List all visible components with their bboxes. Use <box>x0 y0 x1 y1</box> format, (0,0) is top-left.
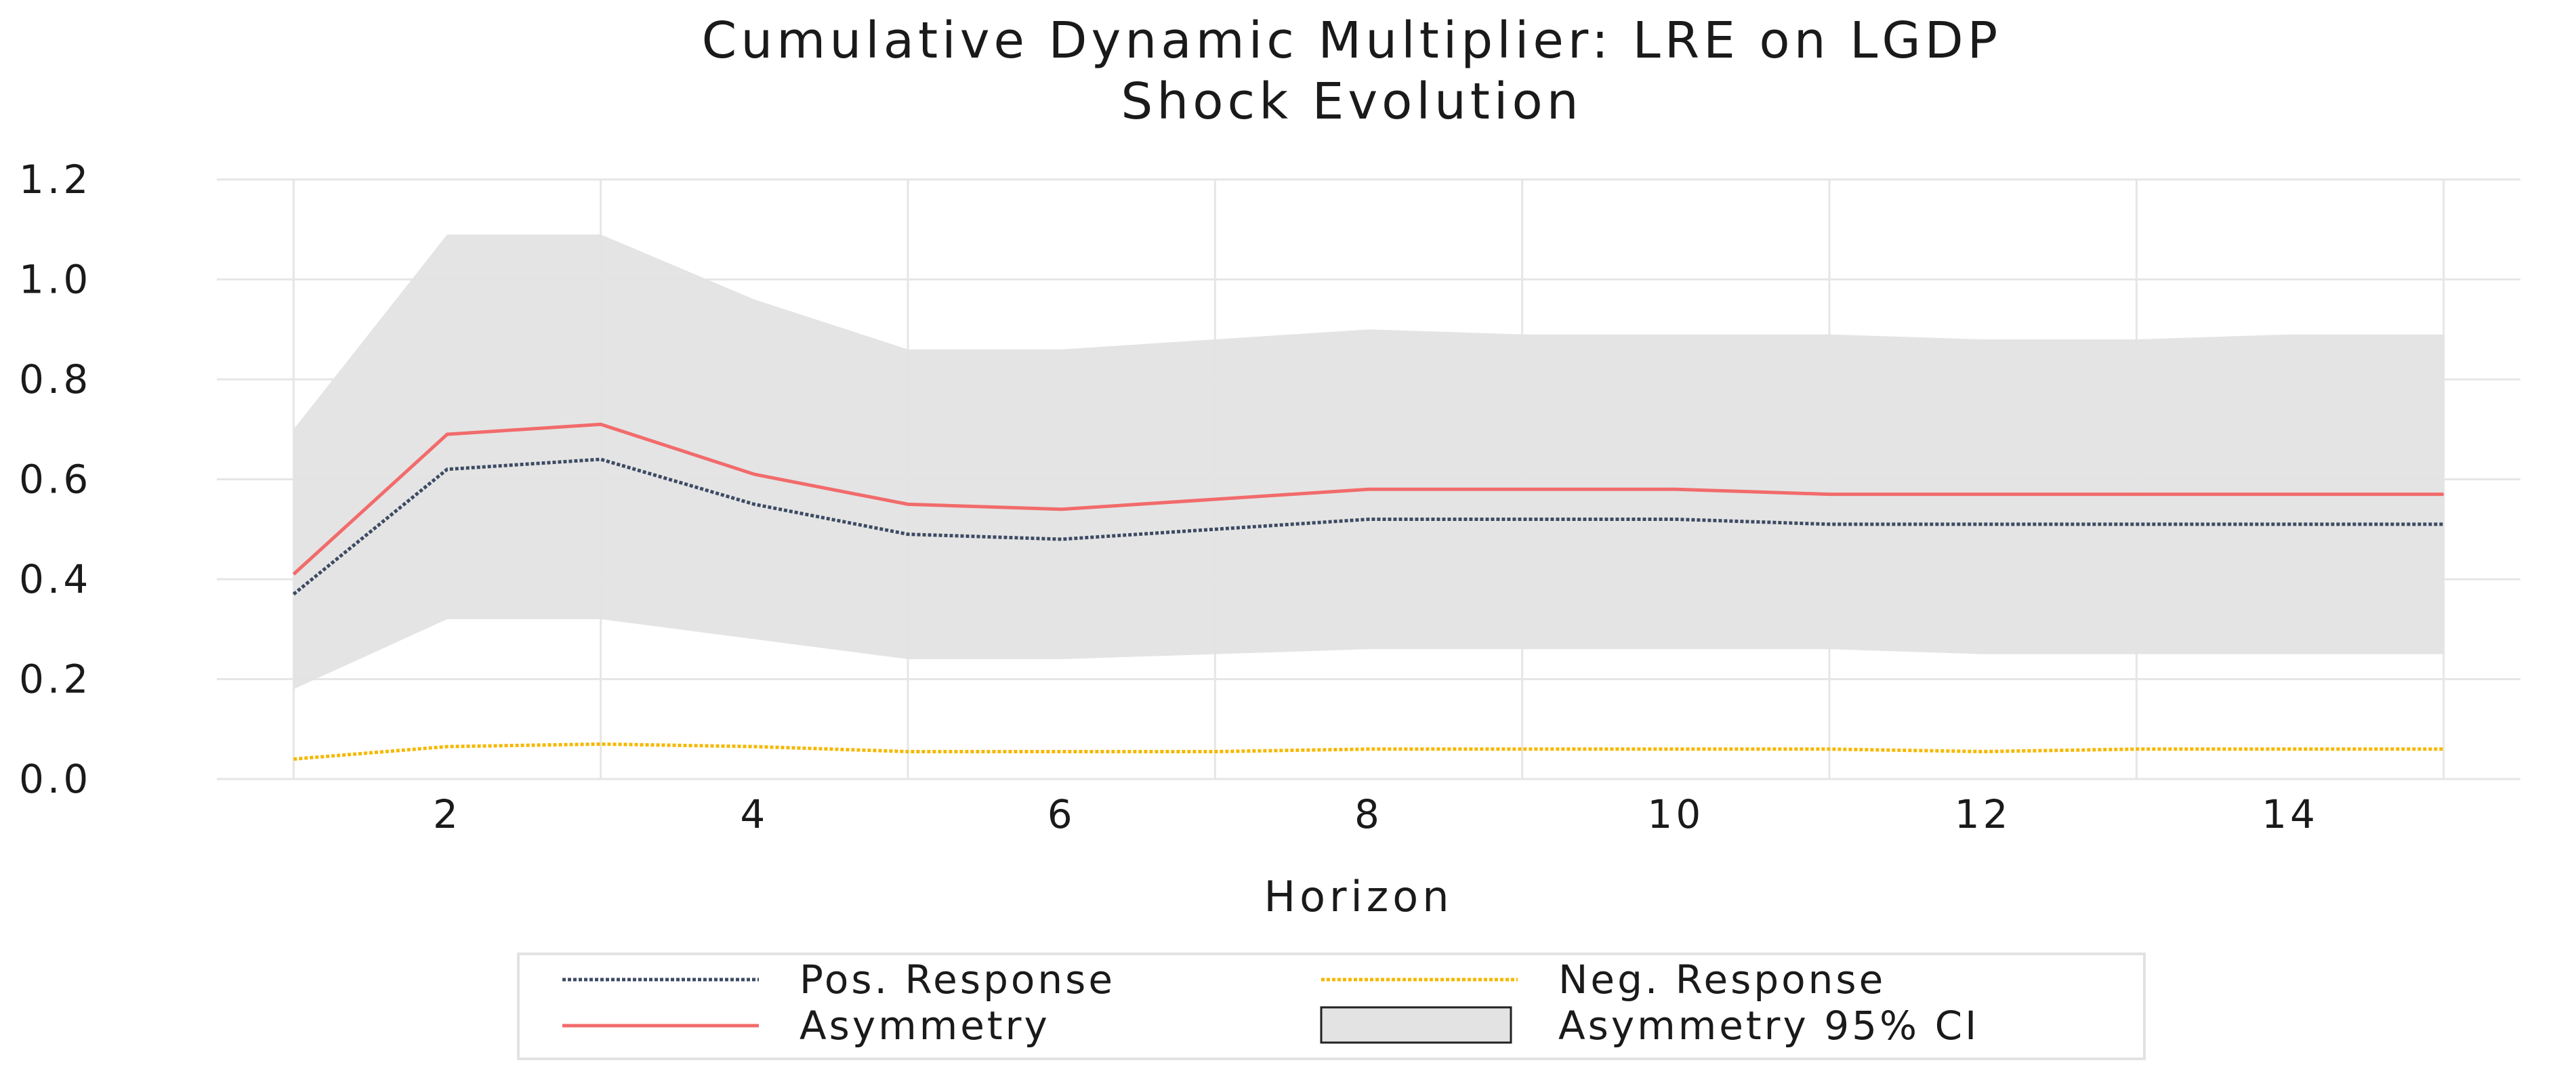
y-tick-label: 0.8 <box>19 356 91 402</box>
x-tick-label: 10 <box>1647 791 1704 837</box>
x-tick-label: 2 <box>433 791 461 837</box>
y-tick-label: 0.6 <box>19 457 91 503</box>
chart-subtitle: Shock Evolution <box>1121 72 1582 131</box>
x-tick-label: 6 <box>1047 791 1076 837</box>
legend-swatch-ci <box>1320 1006 1512 1044</box>
x-tick-label: 14 <box>2262 791 2319 837</box>
x-tick-label: 8 <box>1354 791 1383 837</box>
legend-label: Asymmetry 95% CI <box>1558 1003 1979 1049</box>
legend-label: Neg. Response <box>1558 957 1886 1003</box>
y-tick-label: 0.4 <box>19 556 91 602</box>
chart-title: Cumulative Dynamic Multiplier: LRE on LG… <box>702 12 2002 70</box>
legend-label: Pos. Response <box>799 957 1115 1003</box>
y-tick-label: 0.2 <box>19 656 91 703</box>
legend: Pos. Response Neg. Response Asymmetry Asymm… <box>517 952 2146 1060</box>
x-tick-label: 4 <box>740 791 768 837</box>
plot-area: 0.0 0.2 0.4 0.6 0.8 1.0 1.2 2 4 6 8 10 12 14 <box>19 156 2520 837</box>
ci-band <box>293 234 2444 690</box>
x-tick-label: 12 <box>1955 791 2012 837</box>
x-axis-label: Horizon <box>1264 872 1453 921</box>
y-tick-label: 0.0 <box>19 756 91 802</box>
legend-label: Asymmetry <box>799 1003 1050 1049</box>
y-tick-label: 1.0 <box>19 257 91 303</box>
y-tick-label: 1.2 <box>19 156 91 203</box>
